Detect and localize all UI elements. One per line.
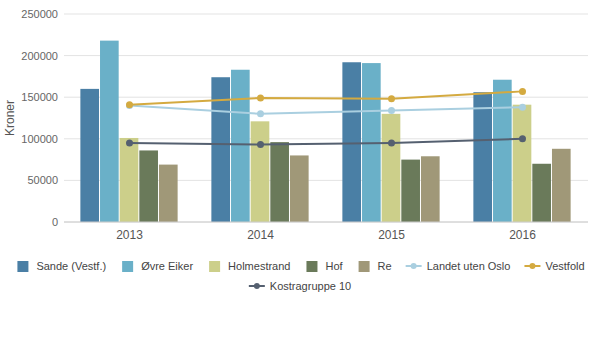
point <box>388 107 395 114</box>
point <box>257 110 264 117</box>
line <box>130 139 523 145</box>
legend-item: Øvre Eiker <box>122 260 193 272</box>
y-tick-label: 100000 <box>21 133 58 145</box>
bar <box>493 80 512 222</box>
legend-item: Holmestrand <box>209 260 290 272</box>
legend-item: Landet uten Oslo <box>406 260 511 272</box>
bar <box>382 114 401 222</box>
bar <box>139 150 158 222</box>
bar-series <box>139 142 551 222</box>
line <box>130 91 523 104</box>
x-axis: 2013 2014 2015 2016 <box>64 222 588 242</box>
bar <box>401 160 420 222</box>
x-axis-line <box>64 222 588 223</box>
y-axis: 0 50000 100000 150000 200000 250000 <box>21 8 588 228</box>
legend-swatch <box>306 261 317 272</box>
x-tick-label: 2016 <box>509 228 536 242</box>
bar <box>251 121 270 222</box>
bar <box>473 92 492 222</box>
legend-item: Re <box>359 260 392 272</box>
bar <box>270 142 289 222</box>
page: {"chart_data": { "type": "bar", "ylabel"… <box>0 0 600 338</box>
y-tick-label: 200000 <box>21 50 58 62</box>
legend-marker <box>254 283 260 289</box>
x-tick-label: 2015 <box>378 228 405 242</box>
legend-label: Vestfold <box>545 260 584 272</box>
legend-marker <box>411 263 417 269</box>
y-tick-label: 0 <box>52 216 58 228</box>
grid-line <box>64 55 588 56</box>
legend-swatch <box>359 261 370 272</box>
y-tick-label: 250000 <box>21 8 58 20</box>
bar <box>513 105 532 222</box>
bar-series <box>100 41 512 222</box>
bar <box>159 165 178 222</box>
x-tick-label: 2013 <box>116 228 143 242</box>
grid-line <box>64 222 588 223</box>
bar <box>100 41 119 222</box>
legend-label: Øvre Eiker <box>141 260 193 272</box>
point <box>388 95 395 102</box>
point <box>388 139 395 146</box>
x-tick-label: 2014 <box>247 228 274 242</box>
bar-series <box>159 149 571 222</box>
legend-item: Sande (Vestf.) <box>17 260 106 272</box>
legend-label: Sande (Vestf.) <box>36 260 106 272</box>
line-series <box>126 88 526 108</box>
line-series <box>126 135 526 148</box>
line <box>130 106 523 114</box>
bar <box>231 70 250 222</box>
y-axis-label: Kroner <box>3 100 17 136</box>
bar <box>421 156 440 222</box>
point <box>126 139 133 146</box>
point <box>126 102 133 109</box>
bar <box>342 62 361 222</box>
legend-label: Landet uten Oslo <box>427 260 511 272</box>
legend-item: Kostragruppe 10 <box>249 280 351 292</box>
point <box>126 101 133 108</box>
legend-label: Kostragruppe 10 <box>270 280 351 292</box>
bar <box>532 164 551 222</box>
point <box>519 88 526 95</box>
line-series <box>126 102 526 117</box>
point <box>519 104 526 111</box>
legend-item: Hof <box>306 260 343 272</box>
point <box>519 135 526 142</box>
point <box>257 141 264 148</box>
legend: Sande (Vestf.) Øvre Eiker Holmestrand Hof Re… <box>17 260 584 292</box>
legend-label: Re <box>378 260 392 272</box>
bar <box>552 149 571 222</box>
point <box>257 95 264 102</box>
legend-swatch <box>209 261 220 272</box>
legend-swatch <box>122 261 133 272</box>
bar <box>80 89 99 222</box>
y-tick-label: 50000 <box>27 174 58 186</box>
bar-series <box>120 105 532 222</box>
chart: 0 50000 100000 150000 200000 250000 Kroner 2013… <box>0 0 600 338</box>
legend-swatch <box>17 261 28 272</box>
legend-marker <box>529 263 535 269</box>
legend-item: Vestfold <box>524 260 584 272</box>
grid-line <box>64 14 588 15</box>
bar <box>120 138 139 222</box>
y-tick-label: 150000 <box>21 91 58 103</box>
marks <box>80 41 570 222</box>
legend-label: Hof <box>325 260 343 272</box>
legend-label: Holmestrand <box>228 260 290 272</box>
bar <box>290 155 309 222</box>
